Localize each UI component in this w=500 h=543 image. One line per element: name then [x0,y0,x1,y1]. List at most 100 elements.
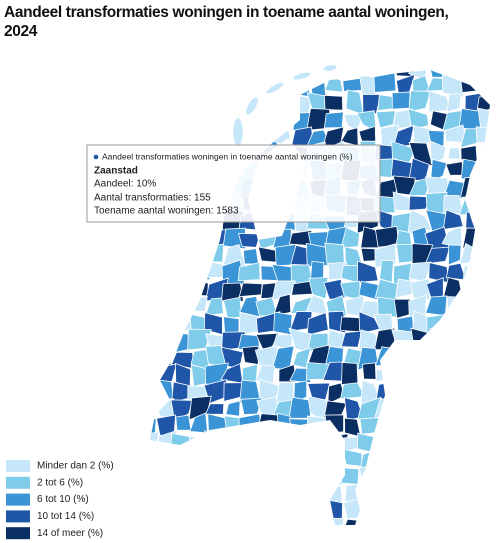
municipality [496,383,500,402]
municipality [409,397,430,419]
municipality [458,433,483,452]
municipality [461,70,484,79]
municipality [495,365,500,384]
municipality [255,332,280,351]
municipality [238,413,262,434]
municipality [187,463,210,488]
municipality [305,434,327,454]
municipality [155,467,179,489]
municipality [463,314,480,330]
municipality [374,498,399,521]
municipality [379,259,394,283]
municipality [391,329,415,351]
municipality [393,381,416,403]
municipality [458,293,484,318]
municipality [409,464,434,484]
municipality [359,417,383,435]
municipality [442,209,464,230]
municipality [272,517,297,525]
municipality [446,466,467,484]
municipality [356,110,377,133]
municipality [170,279,195,297]
municipality [409,503,434,523]
municipality [344,483,365,502]
municipality [459,517,484,525]
municipality [495,399,500,416]
municipality [429,502,450,523]
municipality [150,463,157,489]
municipalities [150,70,500,539]
municipality [289,367,312,384]
municipality [358,125,377,144]
legend-label: 10 tot 14 (%) [37,511,94,522]
municipality [186,229,213,250]
municipality [458,334,483,350]
municipality [442,327,467,353]
municipality [150,73,156,95]
municipality [240,451,261,470]
municipality [476,447,490,469]
municipality [442,364,468,386]
municipality [446,446,466,471]
municipality [150,297,160,313]
municipality [292,463,310,486]
title: Aandeel transformaties woningen in toena… [4,4,448,21]
municipality [495,345,500,364]
municipality [150,396,162,422]
tooltip-header: Aandeel transformaties woningen in toena… [102,151,353,161]
municipality [324,414,344,434]
municipality [340,70,360,74]
municipality [324,76,344,93]
municipality [171,482,194,506]
municipality [257,463,280,490]
municipality [409,379,428,402]
municipality [186,107,207,130]
municipality [494,518,500,539]
municipality [153,517,177,525]
municipality [255,499,274,521]
municipality [458,383,481,404]
municipality [357,498,382,517]
municipality [170,108,192,129]
municipality [496,176,500,194]
municipality [425,361,448,384]
municipality [221,89,247,113]
municipality [150,228,157,251]
municipality [242,435,257,452]
municipality [150,316,160,334]
municipality [225,70,242,80]
municipality [394,362,416,386]
municipality [188,245,212,269]
municipality [479,70,490,80]
municipality [171,448,196,472]
title: 2024 [4,23,38,40]
municipality [272,90,295,112]
municipality [475,396,490,418]
municipality [188,91,211,115]
municipality [340,518,366,525]
municipality [493,436,500,449]
municipality [445,161,463,176]
municipality [373,327,396,351]
municipality [427,481,448,502]
municipality [323,94,344,111]
municipality [306,312,329,336]
municipality [447,147,461,160]
municipality [170,246,195,269]
municipality [477,501,490,523]
municipality [443,483,464,504]
municipality [424,246,451,265]
municipality [170,123,191,149]
municipality [221,451,242,467]
municipality [425,431,446,454]
municipality [155,74,177,96]
municipality [255,364,276,384]
municipality [260,111,281,126]
legend-swatch [6,493,30,506]
municipality [425,382,448,401]
municipality [241,345,259,366]
municipality [446,296,466,318]
municipality [375,481,396,503]
